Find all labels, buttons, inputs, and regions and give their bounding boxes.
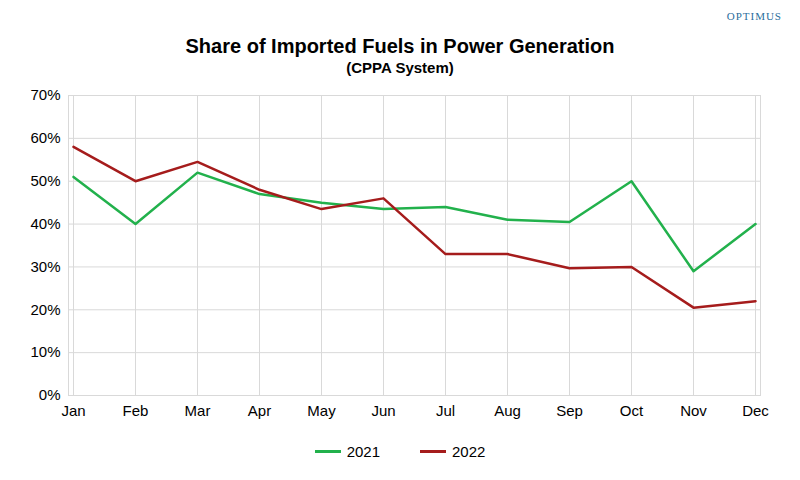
svg-text:Dec: Dec [742,402,769,419]
svg-text:Apr: Apr [248,402,271,419]
svg-text:Jul: Jul [436,402,455,419]
svg-text:Jan: Jan [61,402,85,419]
svg-text:Jun: Jun [371,402,395,419]
svg-text:Nov: Nov [680,402,707,419]
svg-text:Sep: Sep [556,402,583,419]
html-text:OPTIMUS: OPTIMUS [726,10,782,22]
svg-text:Feb: Feb [123,402,149,419]
svg-text:30%: 30% [30,258,60,275]
html-text:(CPPA System): (CPPA System) [346,59,454,76]
svg-text:Oct: Oct [620,402,644,419]
svg-text:10%: 10% [30,343,60,360]
svg-text:Aug: Aug [494,402,521,419]
svg-text:50%: 50% [30,172,60,189]
svg-text:Mar: Mar [185,402,211,419]
html-text:2021: 2021 [346,443,380,460]
html-text:2022: 2022 [452,443,486,460]
svg-text:60%: 60% [30,129,60,146]
svg-text:May: May [307,402,336,419]
svg-text:0%: 0% [39,386,61,403]
svg-text:40%: 40% [30,215,60,232]
html-text:Share of Imported Fuels in Pow: Share of Imported Fuels in Power Generat… [185,35,615,57]
svg-text:70%: 70% [30,86,60,103]
svg-text:20%: 20% [30,301,60,318]
